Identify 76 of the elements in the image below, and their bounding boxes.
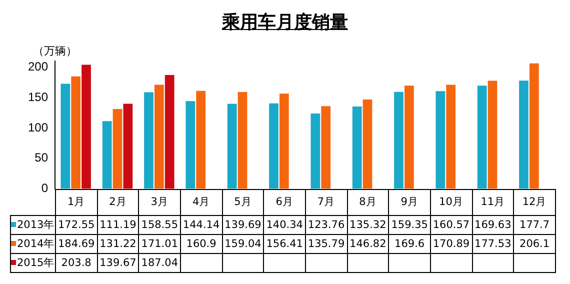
x-tick-label: 11月: [472, 189, 514, 216]
bar: [82, 64, 91, 189]
bar: [352, 106, 362, 189]
bar: [446, 84, 456, 189]
y-tick-label: 100: [28, 120, 48, 134]
legend-label: 2013年: [10, 215, 56, 234]
data-label: 139.69: [222, 215, 264, 234]
bar: [362, 99, 372, 189]
bar: [310, 113, 320, 189]
data-label: 159.35: [388, 215, 430, 234]
x-tick-label: 2月: [97, 189, 139, 216]
bar: [102, 121, 112, 189]
bar: [227, 104, 237, 189]
bar: [196, 90, 206, 189]
bar: [321, 106, 331, 189]
data-label: 140.34: [264, 215, 306, 234]
data-label: 172.55: [56, 215, 98, 234]
x-tick-label: 7月: [305, 189, 348, 216]
data-label: 160.9: [180, 234, 222, 254]
data-label: 111.19: [97, 215, 139, 234]
bar: [279, 94, 289, 189]
data-label: 203.8: [56, 253, 98, 272]
data-label: 158.55: [138, 215, 180, 234]
chart-title: 乘用车月度销量: [222, 12, 348, 33]
data-label: 156.41: [264, 234, 306, 254]
x-tick-label: 10月: [430, 189, 472, 216]
y-tick-label: 200: [28, 59, 48, 74]
x-tick-label: 4月: [180, 189, 222, 216]
data-label: 169.63: [472, 215, 514, 234]
data-label: 144.14: [180, 215, 222, 234]
bar: [144, 92, 154, 189]
y-tick-label: 0: [41, 181, 48, 196]
bar: [404, 86, 414, 189]
bar: [477, 86, 487, 189]
data-label: 123.76: [305, 215, 348, 234]
bar: [186, 101, 196, 189]
y-tick-label: 150: [28, 90, 48, 104]
x-tick-label: 12月: [514, 189, 556, 216]
x-tick-label: 6月: [264, 189, 306, 216]
data-label: 170.89: [430, 234, 472, 254]
bar: [488, 80, 498, 189]
data-label: 177.53: [472, 234, 514, 254]
data-label: 169.6: [388, 234, 430, 254]
bar: [269, 103, 278, 189]
bar: [154, 84, 164, 189]
y-axis-title: （万辆）: [33, 44, 77, 58]
x-tick-label: 9月: [388, 189, 430, 216]
bar: [71, 76, 81, 189]
bar: [60, 84, 70, 189]
x-tick-label: 3月: [138, 189, 180, 216]
y-tick-label: 50: [34, 150, 48, 165]
data-label: 139.67: [97, 253, 139, 272]
data-label: 187.04: [138, 253, 180, 272]
data-label: 135.79: [305, 234, 348, 254]
data-label: 171.01: [138, 234, 180, 254]
bar: [123, 104, 133, 189]
x-tick-label: 8月: [347, 189, 389, 216]
bar: [112, 108, 122, 189]
x-tick-label: 5月: [222, 189, 264, 216]
bar: [529, 63, 539, 189]
legend-label: 2014年: [10, 234, 56, 254]
x-tick-label: 1月: [56, 189, 98, 216]
bar: [164, 74, 174, 189]
data-label: 131.22: [97, 234, 139, 254]
data-label: 206.1: [514, 234, 556, 254]
data-label: 177.7: [514, 215, 556, 234]
data-label: 159.04: [222, 234, 264, 254]
legend-label: 2015年: [10, 253, 56, 272]
data-label: 135.32: [347, 215, 389, 234]
data-label: 160.57: [430, 215, 472, 234]
data-label: 146.82: [347, 234, 389, 254]
bar: [436, 91, 446, 189]
bar: [238, 92, 248, 189]
data-label: 184.69: [56, 234, 98, 254]
bar: [394, 92, 404, 189]
bar: [519, 80, 528, 189]
